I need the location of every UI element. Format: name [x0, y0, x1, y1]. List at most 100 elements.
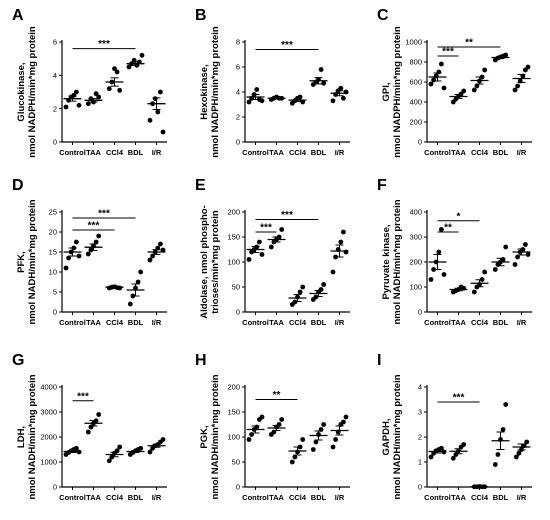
data-point [158, 241, 163, 247]
y-axis-label: nmol NADPH/min*mg protein [27, 26, 38, 158]
data-point [343, 414, 349, 420]
significance-label: *** [98, 209, 110, 220]
data-point [300, 99, 306, 105]
data-point [321, 422, 327, 427]
y-axis-label: PFK, [16, 251, 27, 273]
data-point [147, 117, 153, 123]
data-point [471, 289, 477, 295]
category-label: TAA [269, 318, 284, 327]
y-tick-label: 1000 [405, 38, 422, 47]
data-point [338, 239, 344, 245]
y-tick-label: 10 [49, 268, 57, 277]
panel-d: D PFK, nmol NADH/min*mg protein 0 5 10 15 20 25 C… [12, 177, 167, 327]
data-point [139, 52, 145, 58]
data-point [85, 251, 91, 257]
data-point [292, 299, 298, 305]
significance-label: *** [98, 39, 110, 50]
y-axis-label: GPI, [381, 82, 392, 101]
category-label: BDL [493, 493, 509, 502]
y-tick-label: 0 [418, 138, 422, 147]
category-label: Control [424, 148, 451, 157]
category-label: I/R [152, 148, 162, 157]
data-point [512, 262, 518, 267]
panel-e: E Aldolase, nmol phospho-trioses/min*mg p… [195, 177, 350, 327]
data-point [436, 249, 442, 255]
data-point [76, 253, 82, 259]
data-point [495, 452, 501, 457]
data-point [503, 244, 509, 250]
category-label: I/R [152, 493, 162, 502]
data-point [74, 89, 79, 95]
data-point [279, 417, 285, 422]
y-tick-label: 600 [409, 78, 422, 87]
data-point [310, 447, 316, 452]
panel-letter: G [12, 352, 24, 369]
data-point [259, 414, 265, 420]
data-point [155, 109, 161, 115]
panel-letter: H [195, 352, 207, 369]
panel-letter: A [12, 7, 24, 24]
category-label: CCl4 [471, 318, 489, 327]
data-point [300, 284, 306, 290]
data-point [525, 252, 531, 257]
data-point [135, 279, 141, 285]
y-axis-label: Hexokinase, [199, 64, 210, 119]
category-label: CCl4 [289, 318, 307, 327]
category-label: Control [242, 148, 269, 157]
y-tick-label: 50 [232, 458, 240, 467]
data-point [117, 87, 123, 93]
panel-f: F Pyruvate kinase, nmol NADH/min*mg protei… [377, 177, 532, 327]
panel-letter: C [377, 7, 389, 24]
category-label: Control [424, 493, 451, 502]
data-point [431, 77, 436, 83]
category-label: TAA [86, 318, 101, 327]
y-tick-label: 0 [53, 138, 57, 147]
data-point [297, 94, 303, 100]
y-tick-label: 2 [53, 104, 57, 113]
data-point [300, 437, 306, 442]
panel-i: I GAPDH, nmol NADH/min*mg protein 0 1 2 3 4 Cont… [377, 352, 532, 502]
y-tick-label: 3 [418, 408, 422, 417]
significance-label: ** [273, 390, 281, 401]
category-label: TAA [269, 148, 284, 157]
data-point [257, 239, 262, 245]
data-point [246, 257, 252, 262]
data-point [461, 442, 467, 447]
data-point [259, 98, 265, 104]
significance-label: *** [260, 223, 272, 234]
y-tick-label: 8 [236, 38, 240, 47]
y-tick-label: 6 [236, 63, 240, 72]
category-label: CCl4 [471, 493, 489, 502]
y-tick-label: 20 [49, 228, 57, 237]
y-tick-label: 400 [409, 208, 422, 217]
panel-b: B Hexokinase, nmol NADPH/min*mg protein 0 2 4… [195, 7, 350, 158]
data-point [439, 61, 444, 67]
data-point [63, 265, 69, 271]
data-point [515, 83, 520, 89]
y-tick-label: 200 [227, 383, 240, 392]
y-tick-label: 4000 [40, 383, 57, 392]
category-label: TAA [86, 148, 101, 157]
data-point [126, 64, 132, 70]
data-point [318, 67, 324, 72]
data-point [428, 277, 434, 282]
data-point [96, 412, 102, 417]
data-point [439, 445, 444, 451]
data-point [158, 89, 163, 95]
y-axis-label: nmol NADPH/min*mg protein [392, 26, 403, 158]
data-point [96, 233, 102, 239]
data-point [341, 419, 346, 425]
data-point [268, 244, 274, 250]
data-point [450, 455, 456, 461]
data-point [74, 239, 79, 245]
y-tick-label: 100 [227, 258, 240, 267]
significance-label: *** [442, 47, 454, 58]
category-label: BDL [493, 318, 509, 327]
data-point [160, 437, 166, 442]
y-tick-label: 100 [409, 283, 422, 292]
y-tick-label: 15 [49, 248, 57, 257]
data-point [289, 459, 295, 465]
panel-letter: D [12, 177, 24, 194]
data-point [246, 99, 252, 105]
data-point [147, 449, 153, 455]
